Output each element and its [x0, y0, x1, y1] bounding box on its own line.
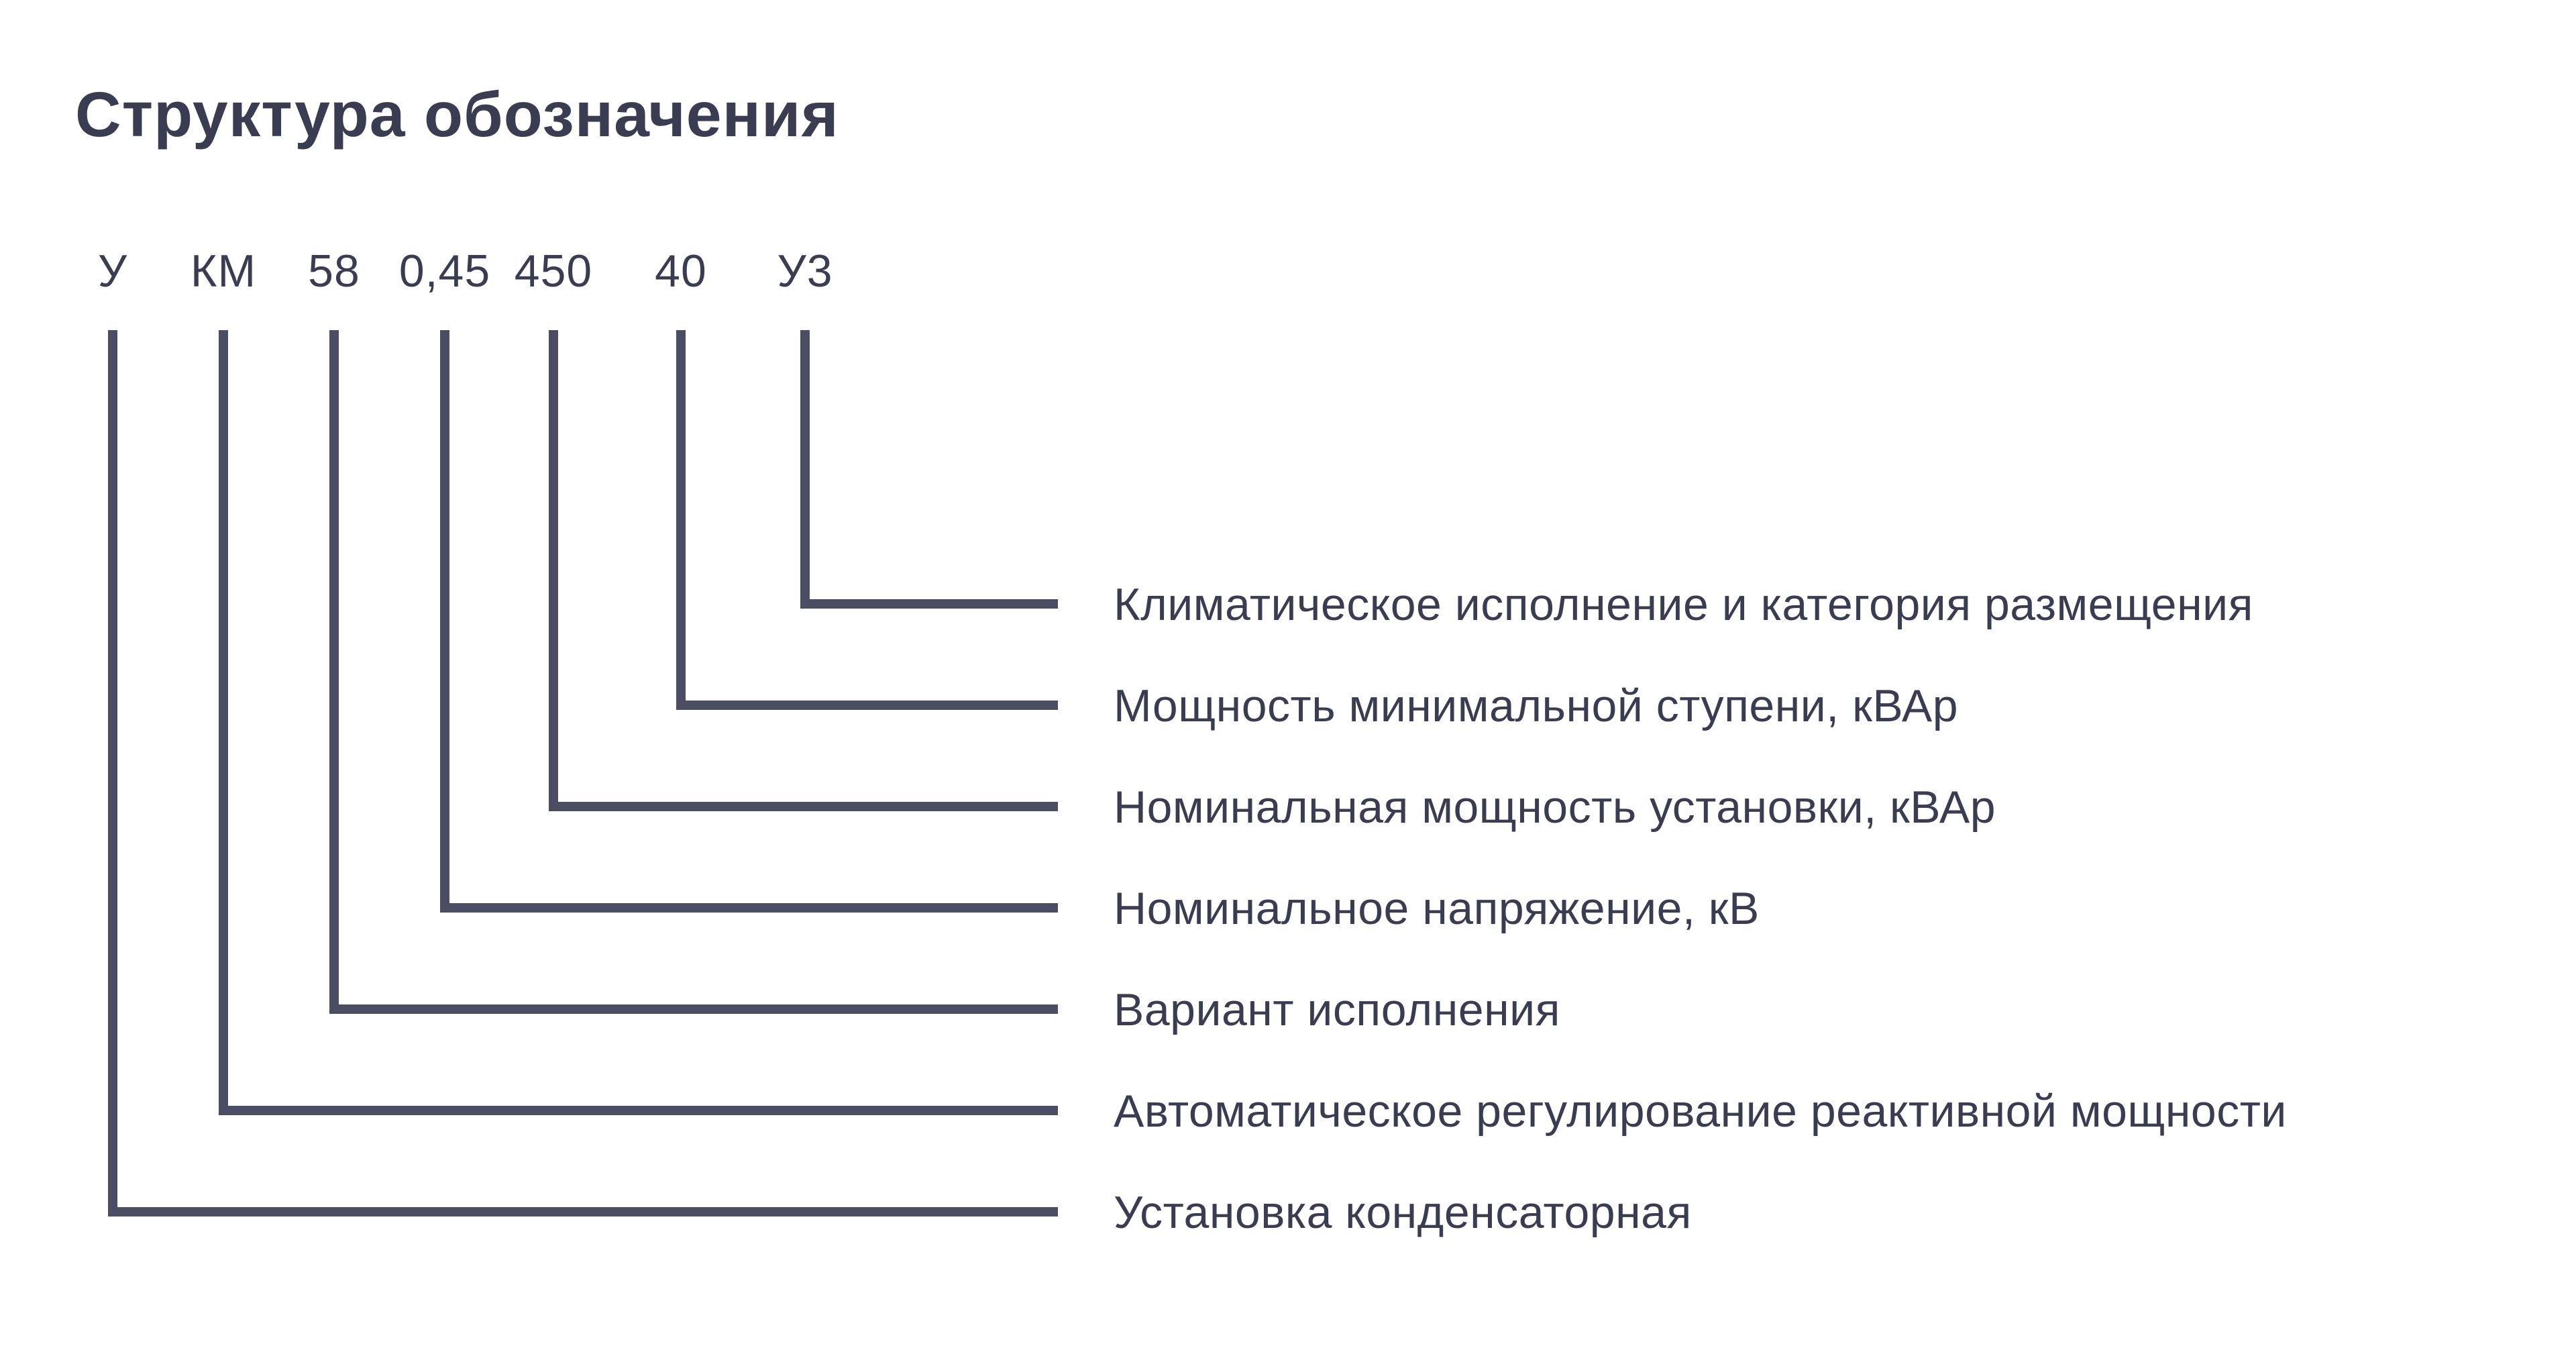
- connector-vertical-КМ: [219, 330, 228, 1115]
- connector-vertical-40: [676, 330, 686, 710]
- connector-vertical-0,45: [440, 330, 449, 913]
- connector-horizontal-40: [676, 701, 1058, 710]
- connector-horizontal-У: [108, 1207, 1058, 1216]
- row-label-40: Мощность минимальной ступени, кВАр: [1114, 680, 1959, 731]
- connector-horizontal-КМ: [219, 1106, 1058, 1115]
- row-label-0,45: Номинальное напряжение, кВ: [1114, 883, 1760, 934]
- code-segment-5: 450: [514, 246, 593, 297]
- row-label-58: Вариант исполнения: [1114, 984, 1560, 1035]
- row-label-КМ: Автоматическое регулирование реактивной …: [1114, 1086, 2287, 1137]
- connector-vertical-У: [108, 330, 117, 1216]
- code-segment-7: У3: [777, 246, 833, 297]
- code-segment-1: У: [97, 246, 128, 297]
- connector-horizontal-450: [549, 802, 1058, 811]
- connector-vertical-У3: [800, 330, 810, 609]
- code-segment-2: КМ: [190, 246, 257, 297]
- code-segment-3: 58: [308, 246, 360, 297]
- connector-horizontal-58: [329, 1004, 1058, 1014]
- connector-vertical-58: [329, 330, 339, 1014]
- connector-horizontal-У3: [800, 599, 1058, 609]
- connector-horizontal-0,45: [440, 903, 1058, 913]
- row-label-У3: Климатическое исполнение и категория раз…: [1114, 579, 2253, 630]
- code-segment-4: 0,45: [398, 246, 491, 297]
- code-segment-6: 40: [655, 246, 707, 297]
- connector-vertical-450: [549, 330, 558, 811]
- row-label-У: Установка конденсаторная: [1114, 1187, 1692, 1238]
- row-label-450: Номинальная мощность установки, кВАр: [1114, 782, 1996, 833]
- page-title: Структура обозначения: [75, 79, 839, 150]
